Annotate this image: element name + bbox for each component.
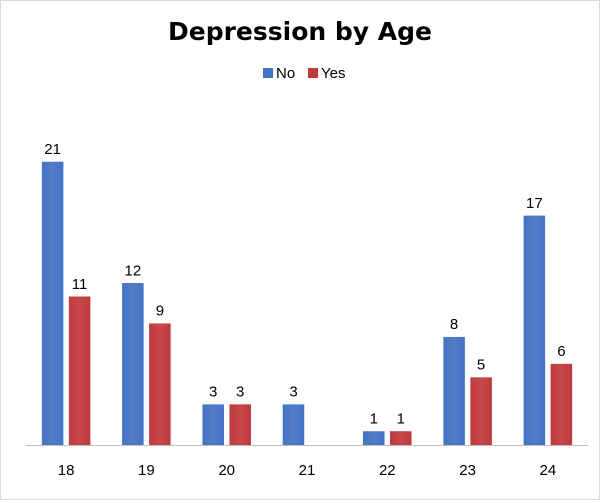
bar-yes-18 — [68, 296, 91, 446]
x-tick-label-18: 18 — [58, 462, 75, 479]
data-label-yes-19: 9 — [156, 303, 164, 320]
x-tick-label-23: 23 — [459, 462, 476, 479]
chart-title: Depression by Age — [168, 17, 432, 46]
bar-yes-23 — [470, 377, 492, 446]
x-tick-label-20: 20 — [218, 462, 235, 479]
data-label-yes-20: 3 — [236, 384, 244, 401]
x-tick-labels: 18 19 20 21 22 23 24 — [58, 462, 556, 479]
x-tick-label-22: 22 — [379, 462, 396, 479]
bar-no-19 — [122, 283, 144, 446]
legend-label-yes: Yes — [321, 65, 345, 82]
bar-no-23 — [443, 336, 465, 446]
bar-yes-24 — [550, 363, 573, 446]
data-label-yes-18: 11 — [72, 276, 88, 293]
data-label-no-18: 21 — [44, 141, 61, 158]
bar-yes-22 — [390, 431, 412, 446]
data-label-yes-23: 5 — [477, 357, 485, 374]
legend-swatch-yes — [308, 68, 318, 78]
bar-yes-19 — [149, 323, 171, 446]
bar-yes-20 — [229, 404, 251, 446]
data-label-no-22: 1 — [370, 411, 378, 428]
x-tick-label-19: 19 — [138, 462, 155, 479]
bar-no-20 — [202, 404, 224, 446]
data-label-no-20: 3 — [209, 384, 217, 401]
data-label-no-19: 12 — [125, 262, 142, 279]
data-label-yes-24: 6 — [557, 343, 565, 360]
x-tick-label-21: 21 — [299, 462, 316, 479]
bar-no-24 — [523, 215, 546, 446]
data-label-no-24: 17 — [526, 195, 543, 212]
legend: No Yes — [263, 65, 345, 82]
data-label-no-21: 3 — [289, 384, 297, 401]
data-label-yes-22: 1 — [397, 411, 405, 428]
data-label-no-23: 8 — [450, 316, 458, 333]
x-tick-label-24: 24 — [540, 462, 557, 479]
bar-no-22 — [363, 431, 385, 446]
bar-no-21 — [282, 404, 305, 446]
bars-group — [41, 161, 573, 446]
bar-no-18 — [41, 161, 64, 446]
legend-swatch-no — [263, 68, 273, 78]
legend-label-no: No — [276, 65, 295, 82]
